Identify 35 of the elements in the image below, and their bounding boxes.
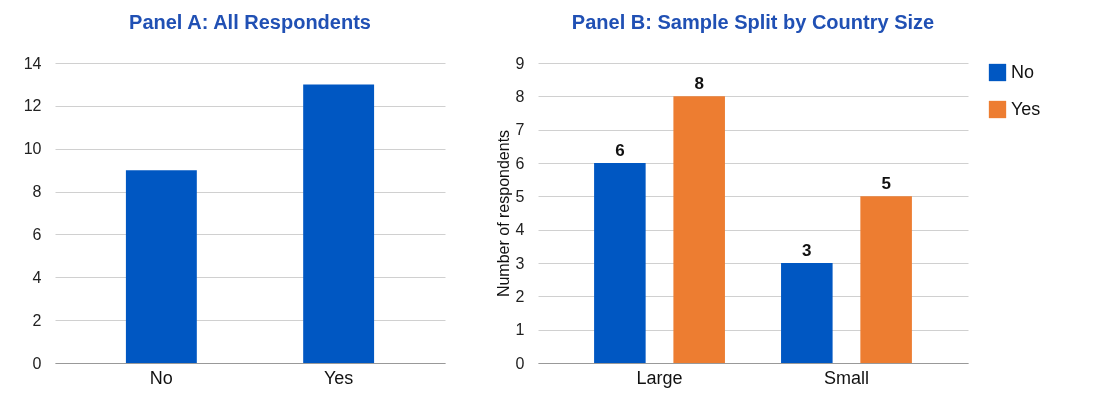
y-tick-label: 8 [515,87,525,105]
y-tick-label: 2 [515,287,525,305]
y-tick-label: 14 [23,54,42,72]
chart-title: Panel B: Sample Split by Country Size [571,11,935,33]
bar [594,163,646,363]
bar [781,263,833,363]
y-tick-label: 0 [32,354,42,372]
y-tick-label: 4 [32,268,42,286]
y-tick-label: 1 [515,321,525,339]
x-tick-label: Small [823,367,869,388]
legend-label: Yes [1011,98,1041,119]
y-tick-label: 6 [32,225,42,243]
data-label: 8 [694,74,704,94]
y-tick-label: 2 [32,311,42,329]
y-tick-label: 12 [23,97,42,115]
y-tick-label: 4 [515,221,525,239]
data-label: 3 [802,241,812,260]
y-tick-label: 7 [515,121,525,139]
y-axis-title: Number of respondents [494,129,512,298]
chart-title: Panel A: All Respondents [129,11,371,33]
data-label: 6 [615,141,625,160]
y-tick-label: 8 [32,183,42,201]
x-tick-label: Large [636,367,683,388]
y-tick-label: 6 [515,154,525,172]
x-tick-label: No [149,367,173,388]
bar [673,96,725,363]
y-tick-label: 5 [515,187,525,205]
y-tick-label: 10 [23,140,42,158]
legend-label: No [1011,61,1035,82]
data-label: 5 [881,174,891,194]
y-tick-label: 3 [515,254,525,272]
bar [860,196,912,363]
y-tick-label: 0 [515,354,525,372]
y-tick-label: 9 [515,54,525,72]
x-tick-label: Yes [323,367,354,388]
